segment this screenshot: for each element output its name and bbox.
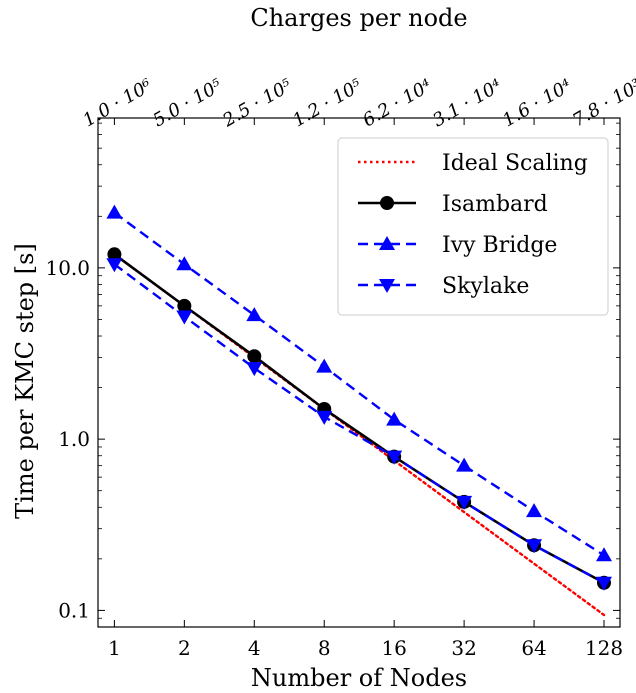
x-tick-label: 1: [108, 636, 121, 660]
point-ivy-bridge: [176, 256, 193, 271]
legend-marker-isambard: [380, 196, 394, 210]
point-isambard: [247, 349, 262, 364]
legend-marker-ivy-bridge: [379, 236, 395, 250]
plot-frame: [97, 117, 621, 628]
x-tick-label: 2: [178, 636, 191, 660]
x-tick-label: 32: [451, 636, 476, 660]
point-skylake: [386, 450, 403, 465]
point-skylake: [176, 310, 193, 325]
legend-label-skylake: Skylake: [442, 274, 529, 299]
x-tick-label: 4: [248, 636, 261, 660]
legend: Ideal Scaling Isambard Ivy Bridge Skylake: [337, 137, 609, 316]
point-skylake: [526, 539, 543, 554]
point-ivy-bridge: [526, 503, 543, 518]
series-line-isambard: [113, 253, 605, 584]
point-skylake: [246, 362, 263, 377]
y-tick-label: 0.1: [58, 598, 90, 622]
x-tick-label: 16: [381, 636, 406, 660]
point-ivy-bridge: [595, 547, 612, 562]
x-axis-title: Number of Nodes: [251, 664, 467, 692]
point-ivy-bridge: [386, 411, 403, 426]
point-ivy-bridge: [316, 358, 333, 373]
series-line-ivy-bridge: [113, 211, 605, 557]
legend-marker-skylake: [379, 279, 395, 293]
y-tick-label: 10.0: [45, 256, 90, 280]
point-ivy-bridge: [106, 204, 123, 219]
point-skylake: [595, 576, 612, 591]
legend-label-ideal-scaling: Ideal Scaling: [442, 151, 588, 176]
legend-box: [337, 137, 609, 316]
y-axis-title: Time per KMC step [s]: [11, 243, 39, 519]
series-line-skylake: [113, 263, 605, 584]
top-x-axis-title: Charges per node: [250, 4, 467, 32]
point-isambard: [177, 298, 192, 313]
y-tick-label: 1.0: [58, 427, 90, 451]
point-skylake: [456, 495, 473, 510]
point-ivy-bridge: [246, 307, 263, 322]
x-tick-label: 128: [585, 636, 623, 660]
point-skylake: [106, 258, 123, 273]
x-tick-label: 8: [318, 636, 331, 660]
point-skylake: [316, 410, 333, 425]
legend-label-ivy-bridge: Ivy Bridge: [442, 233, 557, 258]
point-ivy-bridge: [456, 457, 473, 472]
x-tick-label: 64: [521, 636, 546, 660]
legend-label-isambard: Isambard: [442, 192, 548, 217]
